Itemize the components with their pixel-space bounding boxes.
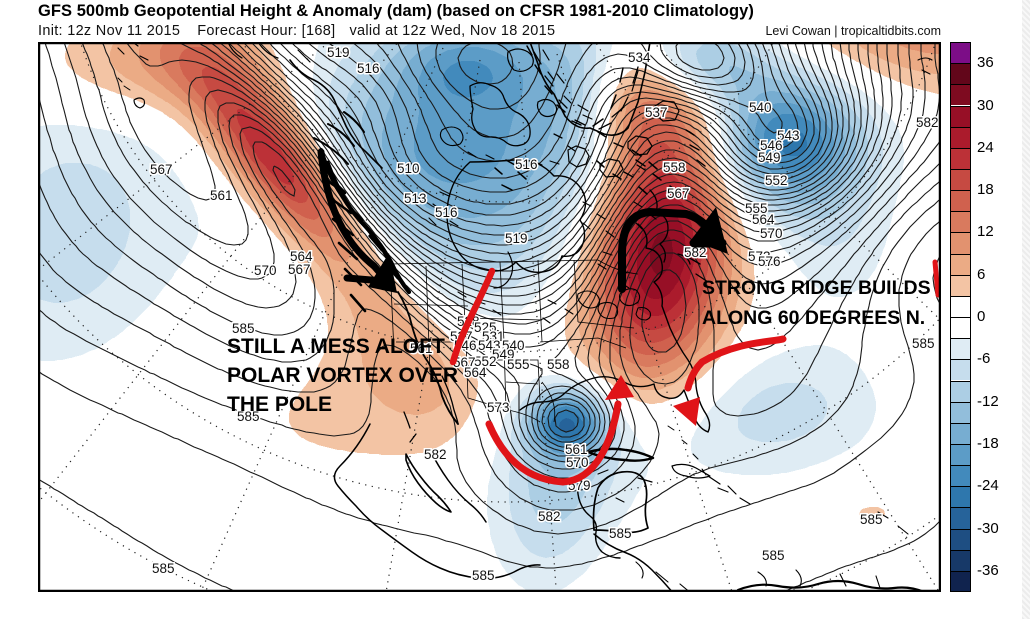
svg-text:573: 573 bbox=[487, 400, 510, 415]
svg-text:582: 582 bbox=[424, 447, 447, 462]
svg-text:519: 519 bbox=[327, 45, 350, 60]
svg-text:543: 543 bbox=[777, 128, 800, 143]
svg-text:549: 549 bbox=[492, 347, 515, 362]
svg-text:531: 531 bbox=[482, 329, 505, 344]
svg-text:534: 534 bbox=[628, 50, 651, 65]
svg-text:540: 540 bbox=[502, 338, 525, 353]
svg-text:567: 567 bbox=[453, 355, 476, 370]
svg-text:558: 558 bbox=[547, 357, 570, 372]
svg-text:558: 558 bbox=[663, 160, 686, 175]
svg-text:552: 552 bbox=[765, 173, 788, 188]
svg-text:561: 561 bbox=[410, 341, 433, 356]
svg-text:519: 519 bbox=[505, 231, 528, 246]
svg-text:585: 585 bbox=[912, 336, 935, 351]
svg-text:543: 543 bbox=[478, 338, 501, 353]
svg-text:546: 546 bbox=[760, 138, 783, 153]
svg-text:570: 570 bbox=[760, 226, 783, 241]
svg-text:THE POLE: THE POLE bbox=[227, 393, 332, 416]
svg-text:585: 585 bbox=[237, 409, 260, 424]
svg-text:525: 525 bbox=[474, 320, 497, 335]
svg-text:513: 513 bbox=[404, 191, 427, 206]
svg-text:585: 585 bbox=[609, 526, 632, 541]
svg-text:582: 582 bbox=[538, 509, 561, 524]
svg-text:585: 585 bbox=[472, 568, 495, 583]
svg-text:564: 564 bbox=[290, 249, 313, 264]
svg-text:510: 510 bbox=[397, 161, 420, 176]
svg-text:POLAR VORTEX OVER: POLAR VORTEX OVER bbox=[227, 364, 458, 387]
svg-text:555: 555 bbox=[745, 201, 768, 216]
svg-text:516: 516 bbox=[515, 157, 538, 172]
svg-text:567: 567 bbox=[150, 162, 173, 177]
svg-text:585: 585 bbox=[232, 321, 255, 336]
svg-text:573: 573 bbox=[748, 249, 771, 264]
svg-text:552: 552 bbox=[474, 354, 497, 369]
svg-text:516: 516 bbox=[357, 61, 380, 76]
svg-text:585: 585 bbox=[860, 512, 883, 527]
svg-text:564: 564 bbox=[752, 212, 775, 227]
svg-text:585: 585 bbox=[152, 561, 175, 576]
svg-text:585: 585 bbox=[762, 548, 785, 563]
svg-text:540: 540 bbox=[749, 100, 772, 115]
svg-text:567: 567 bbox=[288, 262, 311, 277]
svg-text:570: 570 bbox=[566, 455, 589, 470]
svg-text:570: 570 bbox=[254, 263, 277, 278]
svg-text:537: 537 bbox=[645, 105, 668, 120]
svg-text:567: 567 bbox=[667, 186, 690, 201]
svg-text:STRONG RIDGE BUILDS: STRONG RIDGE BUILDS bbox=[702, 277, 931, 299]
svg-text:ALONG 60 DEGREES N.: ALONG 60 DEGREES N. bbox=[702, 307, 925, 329]
svg-text:STILL A MESS ALOFT: STILL A MESS ALOFT bbox=[227, 335, 445, 358]
svg-text:549: 549 bbox=[758, 150, 781, 165]
svg-text:576: 576 bbox=[758, 254, 781, 269]
svg-text:582: 582 bbox=[916, 115, 939, 130]
svg-text:516: 516 bbox=[435, 205, 458, 220]
svg-text:555: 555 bbox=[507, 357, 530, 372]
svg-text:561: 561 bbox=[565, 442, 588, 457]
svg-text:564: 564 bbox=[464, 365, 487, 380]
svg-text:582: 582 bbox=[684, 245, 707, 260]
svg-text:561: 561 bbox=[210, 188, 233, 203]
